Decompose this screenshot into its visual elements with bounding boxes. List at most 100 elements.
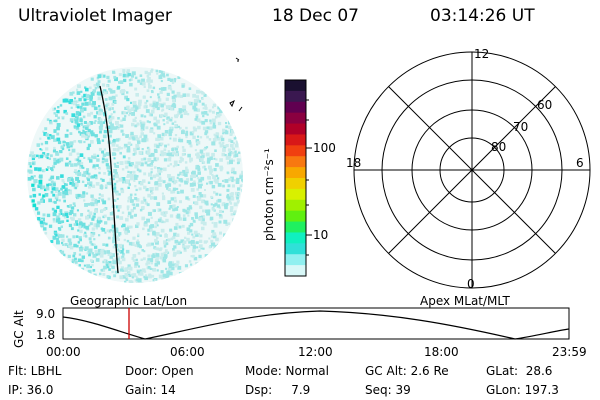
- speckle-pixel: [41, 217, 45, 222]
- speckle-pixel: [155, 173, 160, 177]
- speckle-pixel: [153, 132, 156, 135]
- speckle-pixel: [112, 240, 116, 244]
- speckle-pixel: [102, 243, 105, 246]
- speckle-pixel: [218, 141, 222, 145]
- speckle-pixel: [162, 273, 167, 278]
- speckle-pixel: [83, 156, 86, 159]
- speckle-pixel: [89, 159, 93, 163]
- speckle-pixel: [192, 170, 196, 175]
- speckle-pixel: [134, 244, 138, 247]
- speckle-pixel: [59, 220, 63, 224]
- speckle-pixel: [43, 188, 47, 192]
- speckle-pixel: [182, 217, 187, 221]
- speckle-pixel: [55, 114, 58, 117]
- speckle-pixel: [133, 174, 137, 178]
- speckle-pixel: [54, 190, 58, 193]
- speckle-pixel: [232, 159, 235, 162]
- speckle-pixel: [77, 193, 81, 198]
- speckle-pixel: [79, 247, 83, 252]
- speckle-pixel: [179, 251, 182, 254]
- speckle-pixel: [139, 74, 143, 77]
- speckle-pixel: [125, 269, 129, 272]
- speckle-pixel: [188, 260, 192, 263]
- speckle-pixel: [125, 179, 130, 184]
- colorbar-swatch: [285, 80, 306, 92]
- speckle-pixel: [128, 79, 132, 82]
- speckle-pixel: [162, 151, 167, 156]
- speckle-pixel: [233, 210, 237, 214]
- speckle-pixel: [60, 187, 63, 191]
- speckle-pixel: [130, 131, 134, 136]
- speckle-pixel: [138, 169, 142, 173]
- speckle-pixel: [194, 215, 199, 219]
- speckle-pixel: [212, 204, 216, 207]
- speckle-pixel: [163, 220, 166, 224]
- speckle-pixel: [61, 179, 65, 182]
- colorbar-swatch: [285, 112, 306, 125]
- speckle-pixel: [77, 140, 81, 143]
- speckle-pixel: [27, 177, 32, 181]
- speckle-pixel: [160, 87, 165, 91]
- speckle-pixel: [38, 174, 43, 179]
- speckle-pixel: [128, 162, 133, 167]
- speckle-pixel: [217, 198, 222, 203]
- speckle-pixel: [94, 209, 98, 214]
- speckle-pixel: [217, 183, 222, 187]
- speckle-pixel: [88, 253, 91, 257]
- speckle-pixel: [118, 232, 122, 236]
- speckle-pixel: [193, 201, 196, 204]
- speckle-pixel: [227, 184, 231, 188]
- speckle-pixel: [49, 121, 52, 124]
- speckle-pixel: [198, 254, 202, 259]
- speckle-pixel: [53, 149, 56, 153]
- speckle-pixel: [189, 222, 194, 227]
- speckle-pixel: [181, 146, 185, 149]
- speckle-pixel: [153, 143, 158, 148]
- speckle-pixel: [72, 235, 76, 239]
- speckle-pixel: [47, 166, 50, 169]
- speckle-pixel: [236, 161, 240, 165]
- speckle-pixel: [116, 148, 120, 152]
- colorbar-tick-10: 10: [313, 228, 329, 242]
- speckle-pixel: [160, 228, 165, 233]
- speckle-pixel: [104, 231, 107, 234]
- speckle-pixel: [188, 140, 191, 143]
- speckle-pixel: [143, 157, 147, 161]
- speckle-pixel: [128, 280, 133, 283]
- speckle-pixel: [152, 86, 156, 90]
- status-door: Door: Open: [125, 364, 194, 378]
- speckle-pixel: [77, 84, 81, 89]
- speckle-pixel: [181, 224, 185, 228]
- speckle-pixel: [222, 179, 225, 182]
- speckle-pixel: [192, 249, 196, 253]
- speckle-pixel: [153, 157, 158, 162]
- speckle-pixel: [159, 136, 164, 141]
- speckle-pixel: [61, 242, 64, 245]
- speckle-pixel: [44, 231, 48, 235]
- speckle-pixel: [127, 186, 130, 189]
- speckle-pixel: [155, 69, 159, 73]
- speckle-pixel: [203, 111, 208, 115]
- speckle-pixel: [224, 154, 227, 157]
- speckle-pixel: [59, 209, 63, 212]
- speckle-pixel: [113, 157, 116, 160]
- speckle-pixel: [88, 224, 91, 227]
- speckle-pixel: [165, 242, 169, 246]
- speckle-pixel: [154, 247, 157, 250]
- colorbar-swatch: [285, 90, 306, 103]
- speckle-pixel: [89, 98, 93, 102]
- speckle-pixel: [190, 175, 193, 178]
- speckle-pixel: [222, 128, 226, 132]
- speckle-pixel: [135, 224, 139, 228]
- speckle-pixel: [73, 223, 77, 226]
- speckle-pixel: [104, 119, 107, 123]
- speckle-pixel: [190, 188, 195, 192]
- speckle-pixel: [202, 218, 205, 222]
- speckle-pixel: [70, 227, 74, 231]
- speckle-pixel: [84, 136, 88, 139]
- speckle-pixel: [144, 161, 148, 165]
- speckle-pixel: [59, 150, 62, 153]
- speckle-pixel: [192, 254, 195, 258]
- speckle-pixel: [157, 182, 162, 187]
- speckle-pixel: [172, 204, 176, 208]
